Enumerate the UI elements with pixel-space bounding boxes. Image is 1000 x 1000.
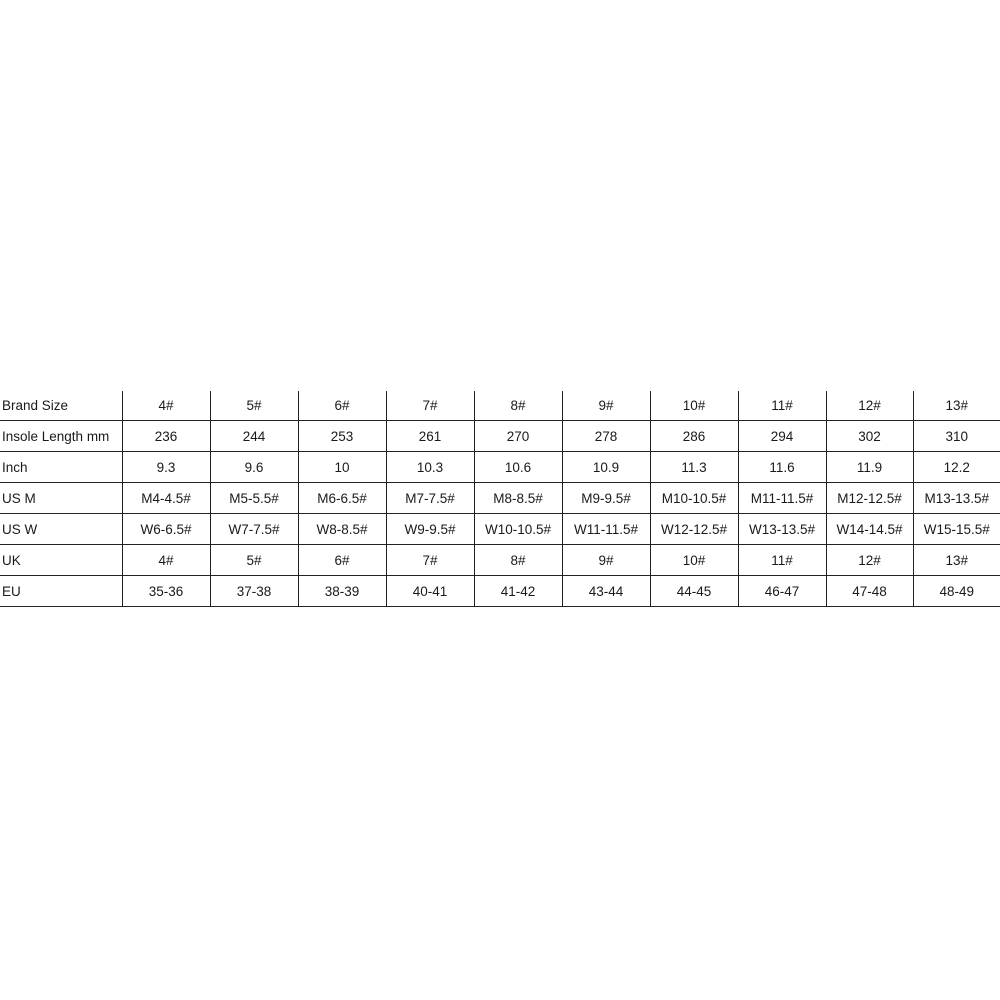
- table-cell: M7-7.5#: [385, 482, 474, 514]
- table-cell: 10.6: [473, 451, 562, 483]
- table-cell: M11-11.5#: [737, 482, 826, 514]
- table-cell: 11#: [737, 391, 826, 421]
- table-cell: 11.6: [737, 451, 826, 483]
- table-cell: W9-9.5#: [385, 513, 474, 545]
- table-cell: 286: [649, 420, 738, 452]
- table-cell: W8-8.5#: [297, 513, 386, 545]
- row-label: US M: [0, 482, 122, 514]
- table-cell: M9-9.5#: [561, 482, 650, 514]
- table-row: Insole Length mm 236 244 253 261 270 278 286 294…: [0, 420, 1000, 452]
- table-cell: 12.2: [912, 451, 1000, 483]
- row-label: Inch: [0, 451, 122, 483]
- table-cell: 6#: [297, 544, 386, 576]
- table-cell: M8-8.5#: [473, 482, 562, 514]
- table-row: UK 4# 5# 6# 7# 8# 9# 10# 11# 12# 13#: [0, 544, 1000, 576]
- table-cell: 10.3: [385, 451, 474, 483]
- table-cell: 43-44: [561, 575, 650, 607]
- table-cell: 310: [912, 420, 1000, 452]
- table-cell: 302: [825, 420, 913, 452]
- table-cell: 46-47: [737, 575, 826, 607]
- table-cell: 9.3: [121, 451, 210, 483]
- table-cell: M12-12.5#: [825, 482, 913, 514]
- row-label: UK: [0, 544, 122, 576]
- table-cell: M13-13.5#: [912, 482, 1000, 514]
- table-cell: 244: [209, 420, 298, 452]
- table-cell: 9#: [561, 544, 650, 576]
- table-cell: 10#: [649, 544, 738, 576]
- table-cell: 236: [121, 420, 210, 452]
- table-cell: 48-49: [912, 575, 1000, 607]
- table-cell: W7-7.5#: [209, 513, 298, 545]
- table-cell: 38-39: [297, 575, 386, 607]
- table-cell: 37-38: [209, 575, 298, 607]
- table-cell: W6-6.5#: [121, 513, 210, 545]
- table-cell: M6-6.5#: [297, 482, 386, 514]
- row-label: US W: [0, 513, 122, 545]
- table-cell: 10.9: [561, 451, 650, 483]
- size-chart-table: Brand Size 4# 5# 6# 7# 8# 9# 10# 11# 12# 13# Insole…: [0, 391, 1000, 607]
- table-cell: 5#: [209, 391, 298, 421]
- table-cell: 9#: [561, 391, 650, 421]
- table-row: US W W6-6.5# W7-7.5# W8-8.5# W9-9.5# W10-10.5…: [0, 513, 1000, 545]
- table-cell: M4-4.5#: [121, 482, 210, 514]
- table-cell: W12-12.5#: [649, 513, 738, 545]
- table-cell: 12#: [825, 391, 913, 421]
- table-cell: 278: [561, 420, 650, 452]
- table-cell: 40-41: [385, 575, 474, 607]
- table-cell: 41-42: [473, 575, 562, 607]
- table-cell: 12#: [825, 544, 913, 576]
- table-cell: 4#: [121, 544, 210, 576]
- table-cell: W10-10.5#: [473, 513, 562, 545]
- table-cell: 261: [385, 420, 474, 452]
- table-row: EU 35-36 37-38 38-39 40-41 41-42 43-44 44-45 46-…: [0, 575, 1000, 607]
- table-row: Inch 9.3 9.6 10 10.3 10.6 10.9 11.3 11.6 11.9 12.2: [0, 451, 1000, 483]
- table-cell: 253: [297, 420, 386, 452]
- table-cell: M10-10.5#: [649, 482, 738, 514]
- table-cell: 8#: [473, 391, 562, 421]
- table-cell: 11.3: [649, 451, 738, 483]
- table-cell: 5#: [209, 544, 298, 576]
- table-cell: W11-11.5#: [561, 513, 650, 545]
- table-cell: 11#: [737, 544, 826, 576]
- table-cell: 47-48: [825, 575, 913, 607]
- table-cell: 44-45: [649, 575, 738, 607]
- table-cell: 270: [473, 420, 562, 452]
- table-cell: W13-13.5#: [737, 513, 826, 545]
- table-cell: W14-14.5#: [825, 513, 913, 545]
- row-label: Insole Length mm: [0, 420, 122, 452]
- table-cell: 10#: [649, 391, 738, 421]
- row-label: EU: [0, 575, 122, 607]
- table-cell: 9.6: [209, 451, 298, 483]
- table-cell: 11.9: [825, 451, 913, 483]
- table-cell: 294: [737, 420, 826, 452]
- table-cell: W15-15.5#: [912, 513, 1000, 545]
- table-cell: 10: [297, 451, 386, 483]
- table-cell: M5-5.5#: [209, 482, 298, 514]
- table-cell: 4#: [121, 391, 210, 421]
- table-cell: 13#: [912, 391, 1000, 421]
- table-row: Brand Size 4# 5# 6# 7# 8# 9# 10# 11# 12# 13#: [0, 391, 1000, 421]
- table-cell: 8#: [473, 544, 562, 576]
- table-cell: 13#: [912, 544, 1000, 576]
- row-label: Brand Size: [0, 391, 122, 421]
- table-cell: 7#: [385, 544, 474, 576]
- table-cell: 7#: [385, 391, 474, 421]
- table-cell: 35-36: [121, 575, 210, 607]
- table-row: US M M4-4.5# M5-5.5# M6-6.5# M7-7.5# M8-8.5# M…: [0, 482, 1000, 514]
- table-cell: 6#: [297, 391, 386, 421]
